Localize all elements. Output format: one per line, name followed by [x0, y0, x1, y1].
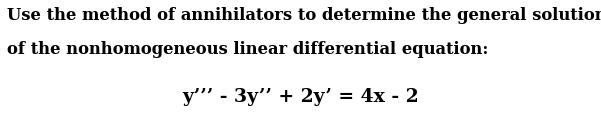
Text: Use the method of annihilators to determine the general solution: Use the method of annihilators to determ…	[7, 7, 601, 24]
Text: of the nonhomogeneous linear differential equation:: of the nonhomogeneous linear differentia…	[7, 41, 489, 58]
Text: y’’’ - 3y’’ + 2y’ = 4x - 2: y’’’ - 3y’’ + 2y’ = 4x - 2	[182, 88, 419, 106]
